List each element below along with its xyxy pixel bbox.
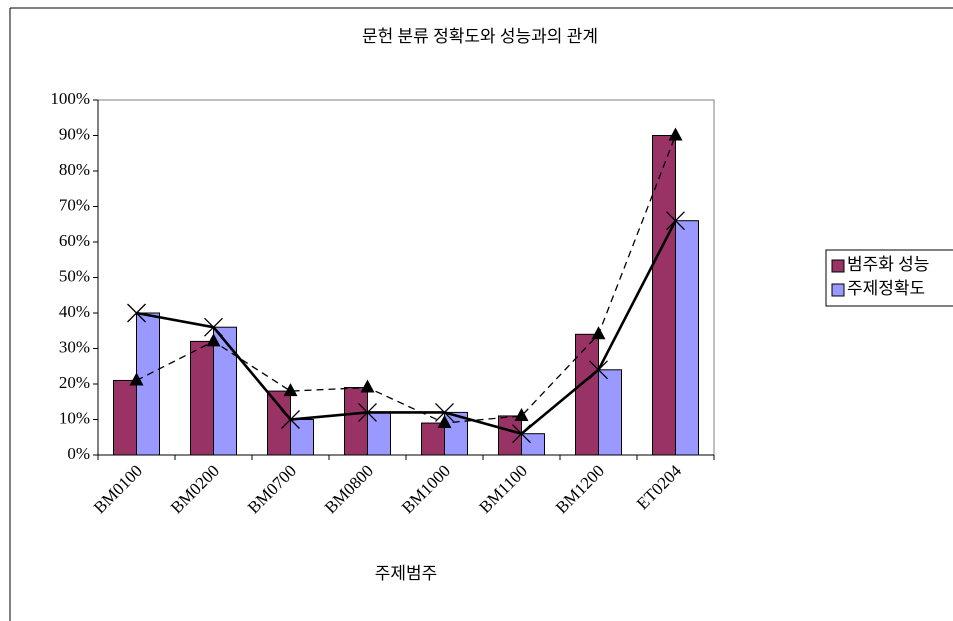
marker: [666, 211, 685, 231]
marker: [204, 317, 223, 337]
y-tick-label: 40%: [59, 302, 90, 321]
bar: [598, 369, 622, 456]
marker: [512, 424, 531, 444]
marker: [206, 333, 221, 347]
marker: [437, 415, 452, 429]
series-line: [136, 220, 677, 436]
marker: [127, 303, 146, 323]
marker: [283, 383, 298, 397]
bar: [190, 340, 214, 456]
y-tick-label: 30%: [59, 337, 90, 356]
bar: [367, 411, 391, 456]
marker: [591, 326, 606, 340]
x-axis-label: 주제범주: [375, 564, 438, 583]
y-tick-label: 100%: [50, 89, 90, 108]
legend-label: 주제정확도: [847, 279, 925, 298]
legend-swatch: [831, 259, 845, 273]
y-tick-label: 20%: [59, 373, 90, 392]
bar: [498, 415, 522, 456]
bar: [575, 333, 599, 456]
legend-swatch: [831, 283, 845, 297]
legend-label: 범주화 성능: [847, 255, 929, 274]
series-line: [136, 135, 677, 424]
y-tick-label: 10%: [59, 408, 90, 427]
bar: [290, 419, 314, 456]
bar: [675, 220, 699, 456]
y-tick-label: 90%: [59, 124, 90, 143]
legend-box: [825, 249, 953, 307]
y-tick-label: 0%: [67, 444, 90, 463]
marker: [514, 407, 529, 421]
bar: [652, 135, 676, 456]
y-tick-label: 70%: [59, 195, 90, 214]
marker: [589, 360, 608, 380]
y-tick-label: 50%: [59, 266, 90, 285]
marker: [281, 410, 300, 429]
bar: [344, 387, 368, 456]
marker: [435, 402, 454, 422]
chart-title: 문헌 분류 정확도와 성능과의 관계: [362, 27, 598, 46]
marker: [668, 127, 683, 141]
bar: [113, 379, 137, 456]
marker: [360, 379, 375, 393]
marker: [358, 402, 377, 422]
marker: [129, 372, 144, 386]
y-tick-label: 80%: [59, 160, 90, 179]
y-tick-label: 60%: [59, 231, 90, 250]
